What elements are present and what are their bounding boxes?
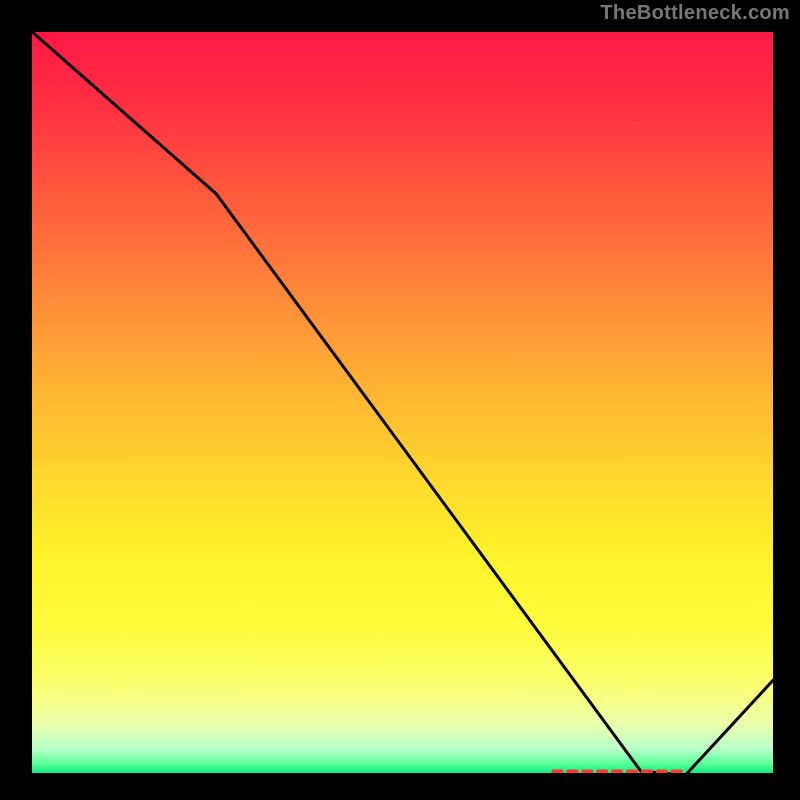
chart-container: TheBottleneck.com — [0, 0, 800, 800]
plot-background — [30, 30, 775, 775]
chart-svg — [0, 0, 800, 800]
